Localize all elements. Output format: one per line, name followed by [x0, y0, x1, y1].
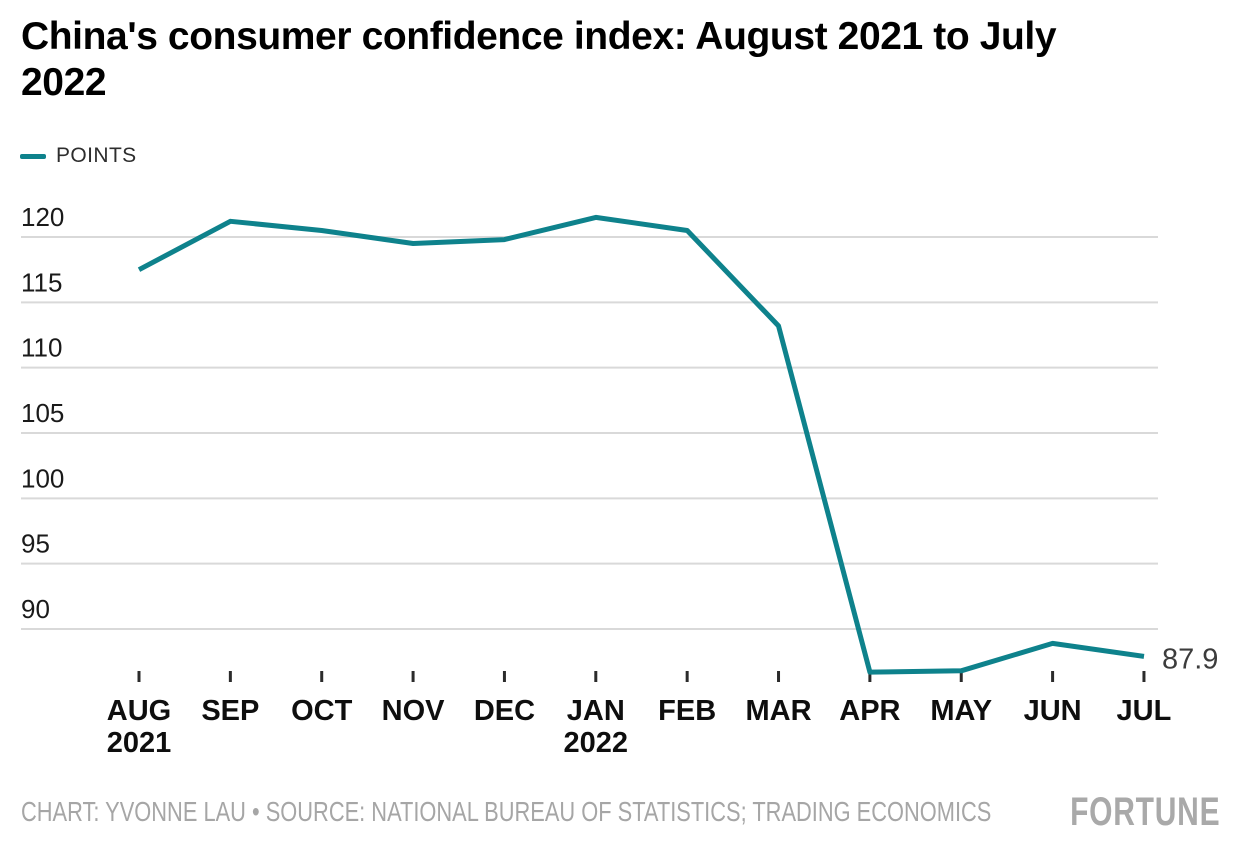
page-title: China's consumer confidence index: Augus…: [21, 14, 1221, 106]
x-axis-year-label: 2022: [564, 727, 629, 759]
x-axis-label: OCT: [291, 695, 353, 727]
legend-series-label: POINTS: [56, 144, 137, 167]
x-axis-label: SEP: [201, 695, 259, 727]
x-axis-label: MAR: [745, 695, 811, 727]
series-line: [137, 214, 1145, 675]
chart-credit: CHART: YVONNE LAU • SOURCE: NATIONAL BUR…: [21, 796, 992, 827]
x-axis-label: DEC: [474, 695, 535, 727]
x-axis-year-label: 2021: [107, 727, 172, 759]
x-axis-label: MAY: [930, 695, 992, 727]
x-axis-label: AUG: [107, 695, 171, 727]
y-axis-label: 95: [21, 529, 50, 559]
y-axis-label: 110: [21, 333, 62, 363]
x-axis-label: NOV: [382, 695, 446, 727]
x-axis-label: JAN: [567, 695, 625, 727]
page-title-line-1: China's consumer confidence index: Augus…: [21, 15, 1057, 58]
y-axis-label: 100: [21, 463, 64, 493]
x-axis-label: APR: [839, 695, 900, 727]
y-axis-label: 120: [21, 202, 64, 232]
y-axis-label: 105: [21, 398, 64, 428]
legend: POINTS: [20, 144, 137, 167]
legend-line-swatch: [20, 153, 46, 159]
fortune-logo: FORTUNE: [1069, 790, 1220, 834]
end-value-label: 87.9: [1162, 643, 1218, 675]
x-axis-label: JUN: [1024, 695, 1082, 727]
y-axis-label: 90: [21, 594, 50, 624]
x-axis-label: FEB: [658, 695, 716, 727]
page-title-line-2: 2022: [21, 61, 107, 104]
y-axis-label: 115: [21, 267, 62, 297]
x-axis-label: JUL: [1117, 695, 1172, 727]
